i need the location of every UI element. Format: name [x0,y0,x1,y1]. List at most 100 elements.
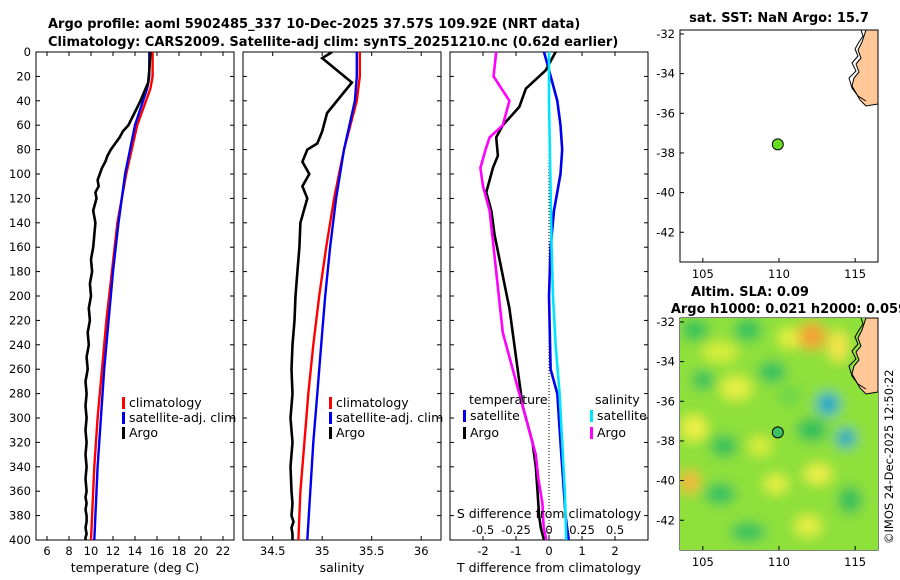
x-tick-label: 6 [43,544,50,558]
legend-label-satellite: satellite-adj. clim [129,410,236,425]
sla-map-subtitle: Argo h1000: 0.021 h2000: 0.059 [671,302,900,317]
x-tick-label: -2 [477,544,488,558]
map-x-tick-label: 110 [768,555,790,569]
map-y-tick-label: -42 [656,225,675,239]
series-line-satellite-adj-clim [93,52,151,540]
legend-swatch-satellite [122,412,125,424]
series-line-s-satellite [547,52,568,540]
x2-tick-label: -0.5 [472,523,494,537]
y-tick-label: 20 [16,69,31,83]
y-tick-label: 60 [16,118,31,132]
map-x-tick-label: 115 [844,555,866,569]
salinity-legend: climatology satellite-adj. clim Argo [329,395,443,440]
series-line-t-argo [484,52,557,540]
legend-swatch-satellite [329,412,332,424]
legend-label-t-argo: Argo [470,425,499,440]
coastline-outline [848,30,867,102]
legend-title-temperature: temperature [469,392,548,407]
sst-map-title: sat. SST: NaN Argo: 15.7 [689,11,869,26]
legend-label-satellite: satellite-adj. clim [336,410,443,425]
x-tick-label: 36 [414,544,429,558]
difference-legend: temperature satellite Argo salinity sate… [463,392,647,440]
difference-xlabel: T difference from climatology [456,560,642,575]
sla-argo-float-marker [771,426,784,439]
salinity-xlabel: salinity [320,560,365,575]
x-tick-label: 35.5 [359,544,385,558]
x2-tick-label: 0.25 [569,523,595,537]
y-tick-label: 120 [9,191,31,205]
y-tick-label: 220 [9,313,31,327]
y-tick-label: 40 [16,94,31,108]
y-tick-label: 160 [9,240,31,254]
x-tick-label: 10 [84,544,99,558]
sla-map-area [680,318,878,550]
map-y-tick-label: -34 [656,355,675,369]
y-tick-label: 200 [9,289,31,303]
sla-coastline-land [851,318,878,395]
salinity-axes [242,51,442,541]
legend-label-s-argo: Argo [597,425,626,440]
legend-swatch-climatology [122,397,125,409]
x-tick-label: 8 [65,544,72,558]
x-tick-label: 1 [578,544,585,558]
temperature-xlabel: temperature (deg C) [71,560,200,575]
legend-label-argo: Argo [129,425,158,440]
legend-title-salinity: salinity [595,392,640,407]
map-x-tick-label: 105 [692,555,714,569]
difference-x2label: S difference from climatology [457,506,642,521]
map-x-tick-label: 105 [692,267,714,281]
x-tick-label: 2 [611,544,618,558]
y-tick-label: 140 [9,216,31,230]
series-line-argo [84,52,152,540]
x-tick-label: 16 [150,544,165,558]
x-tick-label: 18 [172,544,187,558]
x2-tick-label: 0.5 [606,523,624,537]
y-tick-label: 0 [24,45,31,59]
map-y-tick-label: -42 [656,513,675,527]
imos-credit: ©IMOS 24-Dec-2025 12:50:22 [882,369,896,544]
series-line-argo [289,52,354,540]
map-y-tick-label: -38 [656,434,675,448]
legend-swatch-argo [122,427,125,439]
difference-plot [479,52,571,540]
map-y-tick-label: -32 [656,27,675,41]
y-tick-label: 80 [16,143,31,157]
y-tick-label: 300 [9,411,31,425]
x2-tick-label: -0.25 [501,523,531,537]
sla-map-title: Altim. SLA: 0.09 [691,285,809,300]
x-tick-label: 20 [194,544,209,558]
y-tick-label: 280 [9,387,31,401]
map-y-tick-label: -40 [656,474,675,488]
header-title-line1: Argo profile: aoml 5902485_337 10-Dec-20… [48,17,580,32]
y-tick-label: 260 [9,362,31,376]
temperature-plot [84,52,154,540]
legend-label-t-satellite: satellite [470,408,520,423]
x-tick-label: 14 [128,544,143,558]
x-tick-label: 12 [106,544,121,558]
map-y-tick-label: -34 [656,67,675,81]
y-tick-label: 400 [9,533,31,547]
x-tick-label: 34.5 [260,544,286,558]
y-tick-label: 240 [9,338,31,352]
legend-swatch-s-satellite [590,410,593,422]
legend-label-climatology: climatology [129,395,202,410]
legend-swatch-s-argo [590,427,593,439]
legend-swatch-t-satellite [463,410,466,422]
temperature-legend: climatology satellite-adj. clim Argo [122,395,236,440]
y-tick-label: 360 [9,484,31,498]
legend-label-s-satellite: satellite [597,408,647,423]
y-tick-label: 180 [9,265,31,279]
map-x-tick-label: 115 [844,267,866,281]
y-tick-label: 100 [9,167,31,181]
header-title-line2: Climatology: CARS2009. Satellite-adj cli… [48,35,618,50]
series-line-s-argo [479,52,548,540]
coastline-land [851,30,878,107]
temperature-ticks: 6 8 10 12 14 16 18 20 220 20 40 60 80 100 120 140 160 180… [9,45,234,558]
sla-map-ticks: 105 110 115 -32 -34 -36 -38 -40 -42 [656,315,866,569]
y-tick-label: 380 [9,509,31,523]
map-y-tick-label: -32 [656,315,675,329]
map-y-tick-label: -40 [656,186,675,200]
y-tick-label: 320 [9,435,31,449]
sst-map-area [771,30,878,151]
